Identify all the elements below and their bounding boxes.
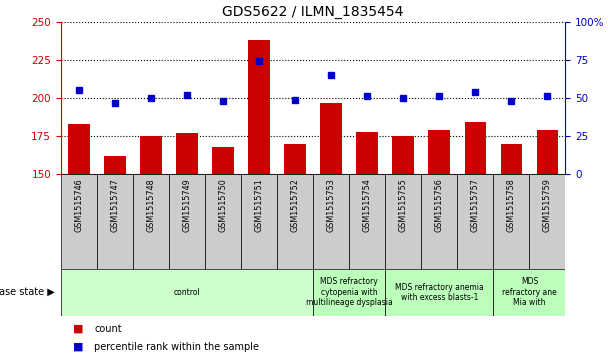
Bar: [248, 40, 270, 174]
Bar: [530, 174, 565, 269]
Bar: [285, 144, 306, 174]
Text: GSM1515753: GSM1515753: [326, 178, 336, 232]
Bar: [421, 174, 457, 269]
Bar: [169, 174, 205, 269]
Text: MDS
refractory ane
Mia with: MDS refractory ane Mia with: [502, 277, 557, 307]
Text: GSM1515749: GSM1515749: [182, 178, 192, 232]
Bar: [140, 136, 162, 174]
Text: GSM1515759: GSM1515759: [543, 178, 552, 232]
Bar: [493, 174, 530, 269]
Bar: [500, 144, 522, 174]
Bar: [537, 130, 558, 174]
Text: ■: ■: [73, 342, 83, 352]
Bar: [176, 133, 198, 174]
Text: GSM1515756: GSM1515756: [435, 178, 444, 232]
Text: GSM1515751: GSM1515751: [255, 178, 263, 232]
Bar: [392, 136, 414, 174]
Bar: [133, 174, 169, 269]
Text: GSM1515755: GSM1515755: [399, 178, 408, 232]
Bar: [349, 174, 385, 269]
Text: GSM1515754: GSM1515754: [363, 178, 371, 232]
Bar: [61, 269, 313, 316]
Bar: [212, 147, 234, 174]
Bar: [97, 174, 133, 269]
Title: GDS5622 / ILMN_1835454: GDS5622 / ILMN_1835454: [223, 5, 404, 19]
Text: count: count: [94, 324, 122, 334]
Bar: [68, 124, 89, 174]
Text: disease state ▶: disease state ▶: [0, 287, 55, 297]
Text: MDS refractory
cytopenia with
multilineage dysplasia: MDS refractory cytopenia with multilinea…: [306, 277, 393, 307]
Text: GSM1515748: GSM1515748: [147, 178, 156, 232]
Bar: [356, 131, 378, 174]
Bar: [320, 103, 342, 174]
Text: percentile rank within the sample: percentile rank within the sample: [94, 342, 259, 352]
Bar: [385, 174, 421, 269]
Bar: [465, 122, 486, 174]
Bar: [429, 130, 450, 174]
Text: control: control: [174, 288, 200, 297]
Bar: [61, 174, 97, 269]
Bar: [313, 269, 385, 316]
Bar: [493, 269, 565, 316]
Bar: [277, 174, 313, 269]
Text: MDS refractory anemia
with excess blasts-1: MDS refractory anemia with excess blasts…: [395, 282, 483, 302]
Text: GSM1515752: GSM1515752: [291, 178, 300, 232]
Bar: [205, 174, 241, 269]
Text: GSM1515758: GSM1515758: [507, 178, 516, 232]
Bar: [241, 174, 277, 269]
Text: ■: ■: [73, 323, 83, 334]
Text: GSM1515750: GSM1515750: [218, 178, 227, 232]
Text: GSM1515746: GSM1515746: [74, 178, 83, 232]
Bar: [457, 174, 493, 269]
Text: GSM1515757: GSM1515757: [471, 178, 480, 232]
Bar: [385, 269, 493, 316]
Text: GSM1515747: GSM1515747: [111, 178, 119, 232]
Bar: [313, 174, 349, 269]
Bar: [104, 156, 126, 174]
